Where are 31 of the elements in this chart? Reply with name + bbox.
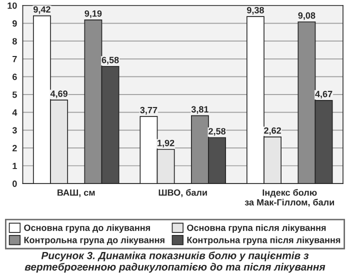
data-label: 1,92 [158, 140, 174, 148]
data-label: 4,69 [50, 90, 68, 98]
y-tick-label: 8 [12, 38, 17, 44]
text: Рисунок 3. Динаміка показників болю у пацієнтів з вертеброгенною радикулопатією до та після лікування [24, 252, 326, 273]
data-label: 9,19 [84, 10, 102, 18]
y-tick-label: 7 [12, 56, 17, 62]
data-label: 9,08 [298, 12, 316, 20]
legend-label: Основна група після лікування [187, 224, 326, 233]
data-label: 6,58 [102, 56, 119, 65]
y-tick-label: 2 [12, 144, 17, 152]
data-label: 4,67 [315, 90, 332, 99]
x-tick-label: Індекс болю за Мак-Гіллом, бали [244, 189, 334, 207]
data-label: 9,42 [33, 6, 50, 14]
x-tick-label: ВАШ, см [58, 189, 95, 198]
legend-label: Контрольна група після лікування [187, 236, 340, 246]
y-tick-label: 0 [12, 180, 17, 187]
y-tick-label: 6 [12, 74, 17, 80]
y-tick-label: 3 [12, 127, 17, 134]
data-label: 3,77 [140, 106, 158, 115]
y-tick-label: 4 [12, 109, 18, 116]
y-tick-label: 10 [8, 2, 17, 9]
data-label: 9,38 [246, 6, 264, 15]
data-label: 3,81 [191, 106, 208, 114]
y-tick-label: 1 [12, 162, 17, 170]
legend-label: Основна група до лікування [24, 224, 150, 233]
x-tick-label: ШВО, бали [158, 189, 207, 198]
y-tick-label: 9 [12, 20, 17, 27]
y-tick-label: 5 [12, 92, 17, 98]
data-label: 2,62 [264, 127, 281, 136]
data-label: 2,58 [208, 128, 226, 136]
legend-label: Контрольна група до лікування [24, 236, 164, 246]
